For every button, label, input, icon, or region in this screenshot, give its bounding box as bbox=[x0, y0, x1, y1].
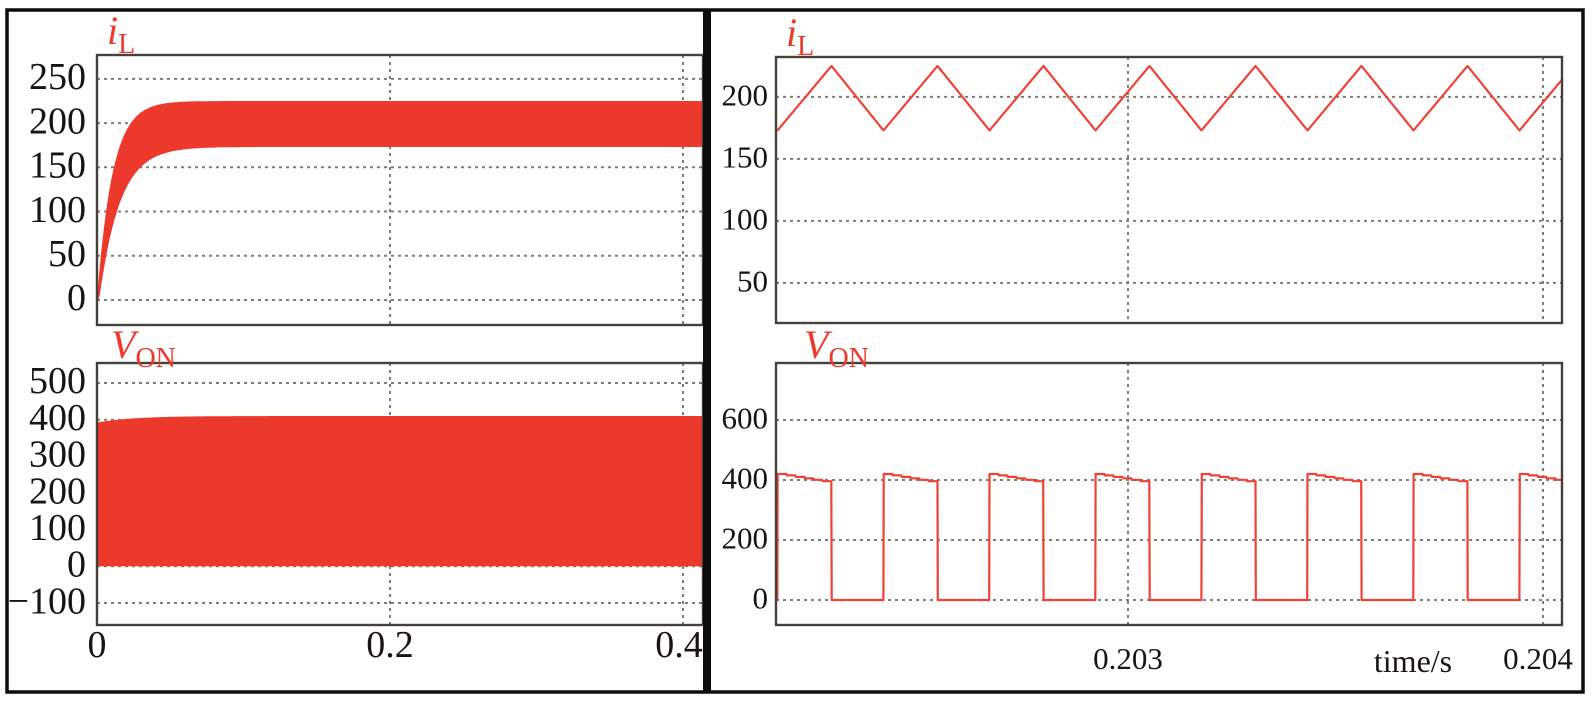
x-tick-label-von-zoom-1: 0.204 bbox=[1503, 641, 1573, 676]
y-tick-label-von-startup-5: 0 bbox=[67, 544, 86, 586]
panel-von-zoom: 600 400 200 0 0.203 0.204 time/s VON bbox=[722, 322, 1574, 679]
y-tick-label-il-startup-3: 100 bbox=[29, 189, 86, 231]
y-tick-label-il-zoom-0: 200 bbox=[722, 77, 769, 112]
y-tick-label-von-startup-2: 300 bbox=[29, 434, 86, 476]
x-tick-label-von-zoom-0: 0.203 bbox=[1093, 641, 1163, 676]
series-il-startup-band bbox=[97, 101, 703, 300]
panel-title-sub: L bbox=[118, 29, 135, 60]
y-tick-label-il-startup-0: 250 bbox=[29, 56, 86, 98]
series-il-zoom-trace bbox=[775, 64, 1563, 132]
series-von-zoom-trace bbox=[775, 472, 1563, 602]
plot-border-il-zoom bbox=[774, 55, 1564, 325]
x-tick-label-von-startup-2: 0.4 bbox=[655, 624, 703, 666]
panel-title-sub: ON bbox=[828, 343, 868, 374]
y-tick-label-von-startup-6: −100 bbox=[8, 580, 86, 622]
panel-il-zoom: 200 150 100 50 iL bbox=[722, 10, 1564, 325]
y-tick-label-il-zoom-3: 50 bbox=[737, 263, 768, 298]
plot-border-von-zoom bbox=[774, 361, 1564, 627]
y-tick-label-von-zoom-3: 0 bbox=[753, 580, 769, 615]
y-tick-label-von-startup-1: 400 bbox=[29, 397, 86, 439]
panel-title-von-startup: VON bbox=[111, 322, 176, 374]
panel-title-base: i bbox=[107, 8, 118, 53]
panel-title-base: i bbox=[786, 10, 797, 55]
y-tick-label-von-startup-4: 100 bbox=[29, 507, 86, 549]
plot-border-il-startup bbox=[95, 53, 705, 327]
y-tick-label-von-startup-3: 200 bbox=[29, 470, 86, 512]
series-von-startup-band bbox=[97, 416, 703, 567]
y-tick-label-von-zoom-1: 400 bbox=[722, 460, 769, 495]
y-tick-label-von-zoom-2: 200 bbox=[722, 520, 769, 555]
y-tick-label-il-startup-5: 0 bbox=[67, 277, 86, 319]
panel-title-il-startup: iL bbox=[107, 8, 135, 60]
y-tick-label-il-startup-1: 200 bbox=[29, 100, 86, 142]
panel-title-base: V bbox=[111, 322, 140, 367]
x-axis-label: time/s bbox=[1374, 643, 1452, 679]
panel-title-von-zoom: VON bbox=[804, 322, 869, 374]
y-tick-label-il-zoom-1: 150 bbox=[722, 139, 769, 174]
y-tick-label-von-zoom-0: 600 bbox=[722, 400, 769, 435]
y-tick-label-von-startup-0: 500 bbox=[29, 360, 86, 402]
y-tick-label-il-startup-4: 50 bbox=[48, 233, 86, 275]
figure-border bbox=[5, 8, 1585, 694]
x-tick-label-von-startup-0: 0 bbox=[88, 624, 107, 666]
y-tick-label-il-zoom-2: 100 bbox=[722, 201, 769, 236]
panel-divider bbox=[703, 10, 711, 692]
panel-title-il-zoom: iL bbox=[786, 10, 814, 62]
panel-title-sub: L bbox=[797, 31, 814, 62]
panel-title-base: V bbox=[804, 322, 833, 367]
y-tick-label-il-startup-2: 150 bbox=[29, 145, 86, 187]
panel-title-sub: ON bbox=[135, 343, 175, 374]
x-tick-label-von-startup-1: 0.2 bbox=[366, 624, 414, 666]
